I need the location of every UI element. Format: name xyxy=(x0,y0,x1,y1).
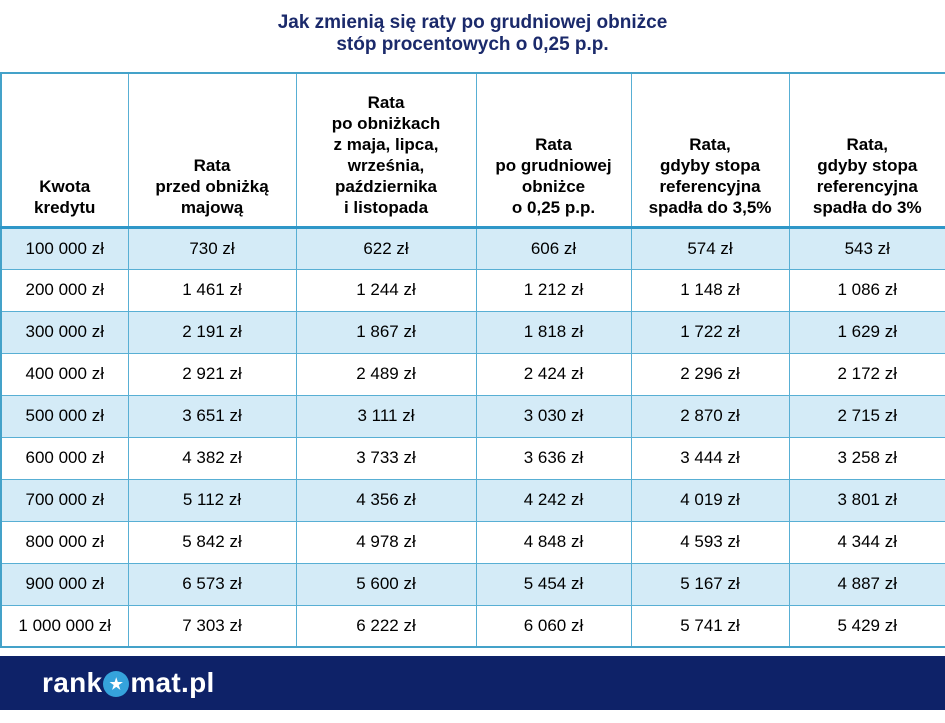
table-cell: 2 921 zł xyxy=(127,352,297,396)
footer-bar: rank ★ mat.pl xyxy=(0,656,945,710)
table-cell: 1 086 zł xyxy=(788,268,945,312)
table-cell: 4 242 zł xyxy=(475,478,632,522)
table-cell: 1 244 zł xyxy=(295,268,477,312)
table-cell: 4 593 zł xyxy=(630,520,790,564)
table-cell: 2 424 zł xyxy=(475,352,632,396)
table-cell: 5 454 zł xyxy=(475,562,632,606)
table-cell: 1 629 zł xyxy=(788,310,945,354)
table-cell: 3 258 zł xyxy=(788,436,945,480)
table-cell: 5 842 zł xyxy=(127,520,297,564)
logo-text-suffix: mat.pl xyxy=(130,667,215,698)
table-cell: 400 000 zł xyxy=(0,352,129,396)
table-cell: 2 715 zł xyxy=(788,394,945,438)
table-cell: 3 444 zł xyxy=(630,436,790,480)
table-cell: 606 zł xyxy=(475,226,632,270)
table-cell: 2 172 zł xyxy=(788,352,945,396)
table-row: 600 000 zł 4 382 zł 3 733 zł 3 636 zł 3 … xyxy=(0,436,945,480)
logo-text-prefix: rank xyxy=(42,667,103,698)
table-row: 900 000 zł 6 573 zł 5 600 zł 5 454 zł 5 … xyxy=(0,562,945,606)
table-row: 1 000 000 zł 7 303 zł 6 222 zł 6 060 zł … xyxy=(0,604,945,648)
table-cell: 2 191 zł xyxy=(127,310,297,354)
spacer xyxy=(0,648,945,656)
table-cell: 7 303 zł xyxy=(127,604,297,648)
table-cell: 1 461 zł xyxy=(127,268,297,312)
table-cell: 622 zł xyxy=(295,226,477,270)
column-header-kwota: Kwota kredytu xyxy=(0,72,129,229)
table-cell: 2 489 zł xyxy=(295,352,477,396)
table-cell: 6 573 zł xyxy=(127,562,297,606)
table-row: 700 000 zł 5 112 zł 4 356 zł 4 242 zł 4 … xyxy=(0,478,945,522)
star-glyph: ★ xyxy=(109,675,124,693)
table-row: 400 000 zł 2 921 zł 2 489 zł 2 424 zł 2 … xyxy=(0,352,945,396)
table-cell: 4 382 zł xyxy=(127,436,297,480)
title-line-2: stóp procentowych o 0,25 p.p. xyxy=(336,34,609,55)
table-cell: 1 148 zł xyxy=(630,268,790,312)
table-cell: 2 296 zł xyxy=(630,352,790,396)
table-cell: 574 zł xyxy=(630,226,790,270)
table-cell: 5 600 zł xyxy=(295,562,477,606)
table-cell: 300 000 zł xyxy=(0,310,129,354)
table-cell: 4 978 zł xyxy=(295,520,477,564)
table-row: 300 000 zł 2 191 zł 1 867 zł 1 818 zł 1 … xyxy=(0,310,945,354)
table-cell: 4 344 zł xyxy=(788,520,945,564)
table-cell: 4 848 zł xyxy=(475,520,632,564)
table-cell: 900 000 zł xyxy=(0,562,129,606)
installments-table: Kwota kredytu Rata przed obniżką majową … xyxy=(0,72,945,648)
column-header-rata-po-obnizkach: Rata po obniżkach z maja, lipca, wrześni… xyxy=(295,72,477,229)
page-title: Jak zmienią się raty po grudniowej obniż… xyxy=(0,0,945,72)
table-cell: 6 060 zł xyxy=(475,604,632,648)
table-cell: 5 741 zł xyxy=(630,604,790,648)
table-row: 800 000 zł 5 842 zł 4 978 zł 4 848 zł 4 … xyxy=(0,520,945,564)
table-cell: 3 651 zł xyxy=(127,394,297,438)
table-cell: 5 167 zł xyxy=(630,562,790,606)
rankomat-logo: rank ★ mat.pl xyxy=(42,669,215,697)
table-cell: 1 000 000 zł xyxy=(0,604,129,648)
table-cell: 5 429 zł xyxy=(788,604,945,648)
table-cell: 6 222 zł xyxy=(295,604,477,648)
table-cell: 3 733 zł xyxy=(295,436,477,480)
table-cell: 500 000 zł xyxy=(0,394,129,438)
table-cell: 3 636 zł xyxy=(475,436,632,480)
table-cell: 100 000 zł xyxy=(0,226,129,270)
table-cell: 5 112 zł xyxy=(127,478,297,522)
star-icon: ★ xyxy=(103,671,130,697)
column-header-rata-przed: Rata przed obniżką majową xyxy=(127,72,297,229)
table-cell: 1 212 zł xyxy=(475,268,632,312)
table-cell: 3 030 zł xyxy=(475,394,632,438)
table-row: 100 000 zł 730 zł 622 zł 606 zł 574 zł 5… xyxy=(0,226,945,270)
table-cell: 3 801 zł xyxy=(788,478,945,522)
table-cell: 730 zł xyxy=(127,226,297,270)
table-cell: 700 000 zł xyxy=(0,478,129,522)
table-cell: 1 818 zł xyxy=(475,310,632,354)
table-cell: 543 zł xyxy=(788,226,945,270)
table-cell: 1 867 zł xyxy=(295,310,477,354)
table-cell: 1 722 zł xyxy=(630,310,790,354)
table-cell: 600 000 zł xyxy=(0,436,129,480)
table-row: 200 000 zł 1 461 zł 1 244 zł 1 212 zł 1 … xyxy=(0,268,945,312)
table-cell: 2 870 zł xyxy=(630,394,790,438)
table-cell: 200 000 zł xyxy=(0,268,129,312)
header-row: Kwota kredytu Rata przed obniżką majową … xyxy=(0,72,945,229)
column-header-rata-3-5: Rata, gdyby stopa referencyjna spadła do… xyxy=(630,72,790,229)
table-cell: 4 019 zł xyxy=(630,478,790,522)
table-row: 500 000 zł 3 651 zł 3 111 zł 3 030 zł 2 … xyxy=(0,394,945,438)
column-header-rata-3: Rata, gdyby stopa referencyjna spadła do… xyxy=(788,72,945,229)
table-cell: 4 356 zł xyxy=(295,478,477,522)
title-line-1: Jak zmienią się raty po grudniowej obniż… xyxy=(277,12,668,33)
table-cell: 800 000 zł xyxy=(0,520,129,564)
table-cell: 3 111 zł xyxy=(295,394,477,438)
table-cell: 4 887 zł xyxy=(788,562,945,606)
column-header-rata-grudniowa: Rata po grudniowej obniżce o 0,25 p.p. xyxy=(475,72,632,229)
